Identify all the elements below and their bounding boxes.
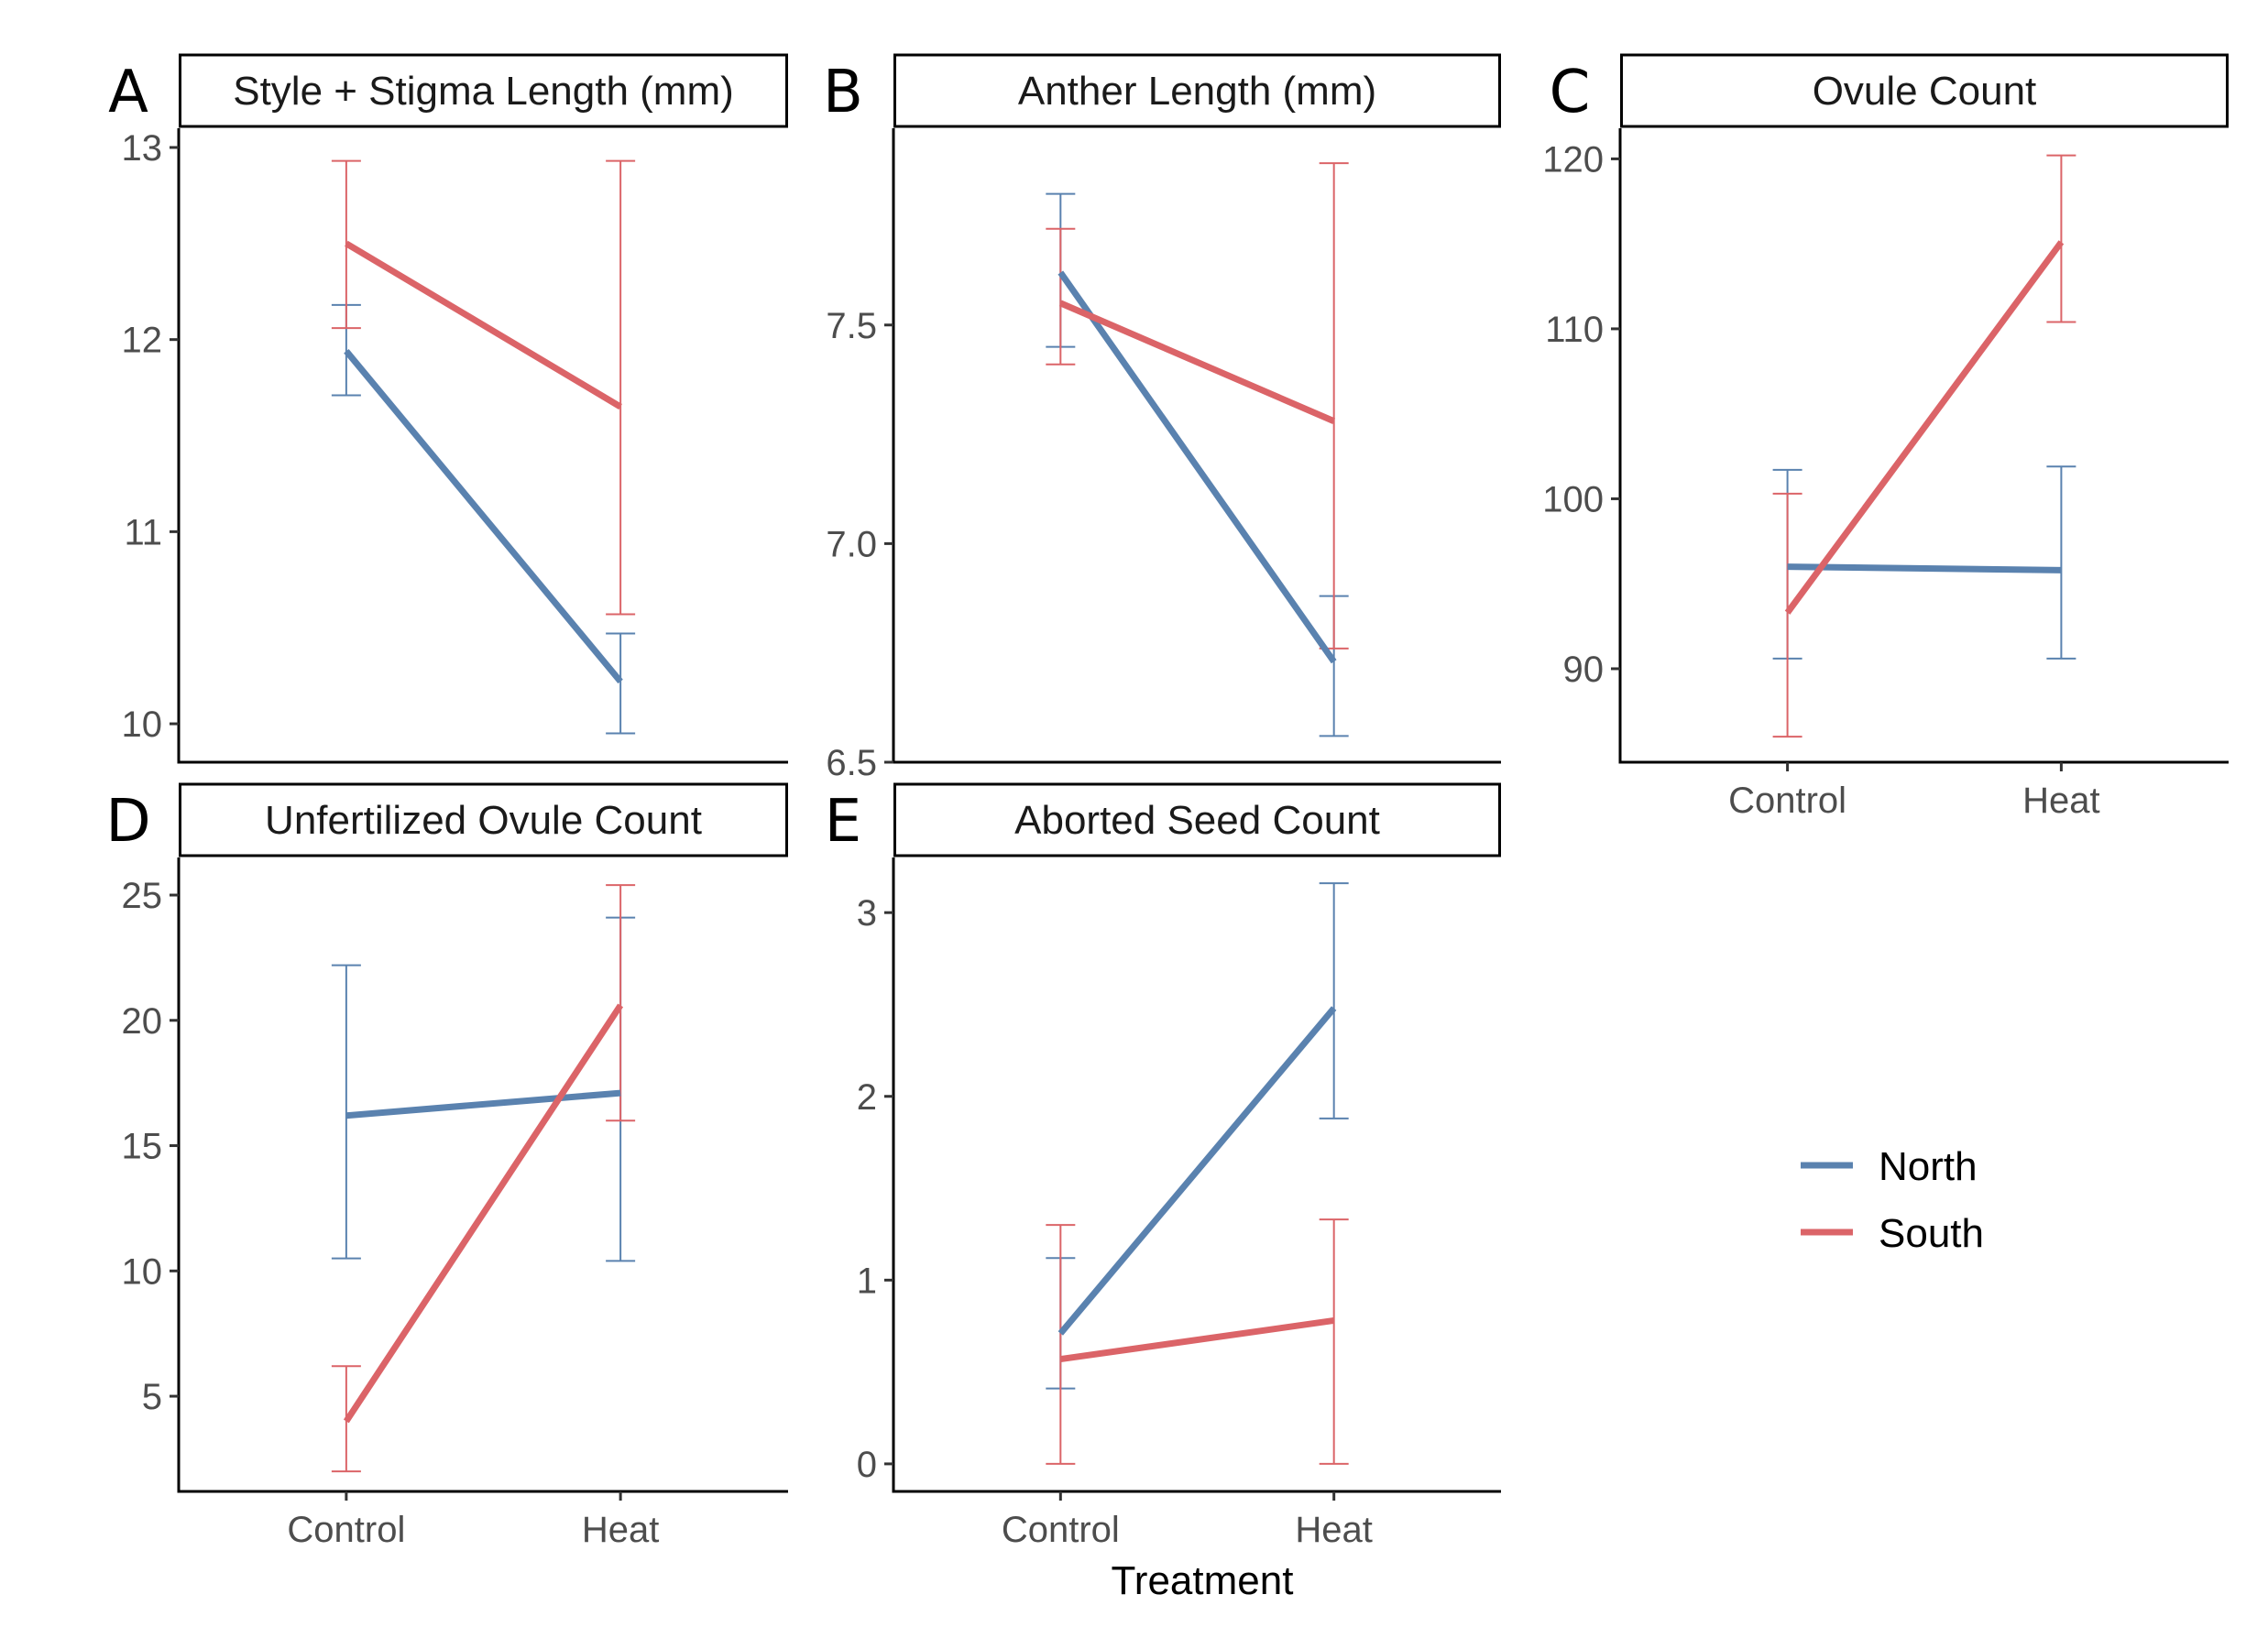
x-tick-label: Heat	[582, 1510, 660, 1550]
strip-box	[893, 53, 1501, 128]
y-tick-label: 1	[857, 1261, 877, 1301]
panel-e: Aborted Seed Count E 0 1 2 3 Control Heat	[825, 782, 1501, 1550]
y-tick-label: 25	[122, 876, 163, 916]
panels: Style + Stigma Length (mm)A10111213Anthe…	[105, 53, 2229, 1550]
strip-box	[179, 53, 788, 128]
y-tick-label: 110	[1545, 310, 1604, 350]
strip-title: Unfertilized Ovule Count	[265, 798, 702, 843]
series-line-south	[1059, 1316, 1335, 1363]
panel-c: Ovule Count C 90 100 110 120 Control Heat	[1542, 53, 2229, 821]
strip-title: Aborted Seed Count	[1014, 798, 1380, 843]
panel-letter: A	[108, 59, 148, 126]
panel-b: Anther Length (mm) B 6.5 7.0 7.5	[823, 53, 1501, 783]
x-tick-label: Heat	[1295, 1510, 1373, 1550]
strip-title: Ovule Count	[1813, 69, 2037, 114]
x-tick-label: Control	[1728, 781, 1846, 821]
series-line-north	[1057, 1006, 1337, 1336]
panel-letter: B	[823, 59, 863, 126]
x-tick-label: Control	[287, 1510, 405, 1550]
legend-label-south: South	[1879, 1211, 1984, 1256]
y-tick-label: 10	[122, 704, 163, 745]
panel-letter: E	[825, 788, 861, 856]
series-south	[1046, 1218, 1349, 1465]
y-tick-label: 7.0	[826, 524, 877, 564]
y-tick-label: 15	[122, 1127, 163, 1167]
y-tick-label: 20	[122, 1001, 163, 1042]
series-line-south	[1784, 240, 2065, 615]
y-tick-label: 6.5	[826, 743, 877, 783]
panel-d: Unfertilized Ovule Count D 5 10 15 20 25 Contro…	[105, 782, 788, 1550]
series-line-north	[344, 349, 623, 684]
series-north	[1772, 465, 2076, 660]
y-tick-label: 0	[857, 1445, 877, 1485]
series-north	[1046, 882, 1349, 1390]
y-tick-label: 10	[122, 1251, 163, 1292]
y-tick-label: 5	[142, 1377, 162, 1417]
y-tick-label: 12	[122, 321, 163, 361]
series-line-south	[343, 1003, 624, 1424]
y-tick-label: 13	[122, 128, 163, 169]
strip-title: Style + Stigma Length (mm)	[233, 69, 734, 114]
strip-box	[893, 782, 1501, 857]
series-north	[331, 303, 636, 735]
x-axis-title: Treatment	[1112, 1558, 1294, 1603]
strip-title: Anther Length (mm)	[1018, 69, 1376, 114]
legend-label-north: North	[1879, 1144, 1978, 1189]
panel-letter: C	[1550, 59, 1591, 126]
series-south	[1772, 154, 2076, 738]
series-line-north	[1787, 563, 2062, 573]
x-tick-label: Control	[1002, 1510, 1120, 1550]
x-tick-label: Heat	[2022, 781, 2100, 821]
y-tick-label: 2	[857, 1077, 877, 1118]
series-line-south	[345, 240, 622, 410]
panel-letter: D	[105, 788, 150, 856]
y-tick-label: 120	[1542, 139, 1604, 180]
series-line-north	[345, 1089, 621, 1119]
strip-box	[179, 782, 788, 857]
series-line-north	[1057, 270, 1337, 664]
panel-a: Style + Stigma Length (mm) A 10 11 12 13	[108, 53, 788, 764]
y-tick-label: 11	[124, 512, 162, 552]
y-tick-label: 100	[1542, 479, 1604, 519]
series-south	[331, 884, 636, 1473]
series-line-south	[1058, 300, 1336, 424]
y-tick-label: 3	[857, 893, 877, 934]
legend: North South	[1801, 1144, 1984, 1256]
y-tick-label: 90	[1563, 650, 1605, 690]
strip-box	[1620, 53, 2229, 128]
y-tick-label: 7.5	[826, 306, 877, 346]
series-south	[1046, 162, 1349, 650]
